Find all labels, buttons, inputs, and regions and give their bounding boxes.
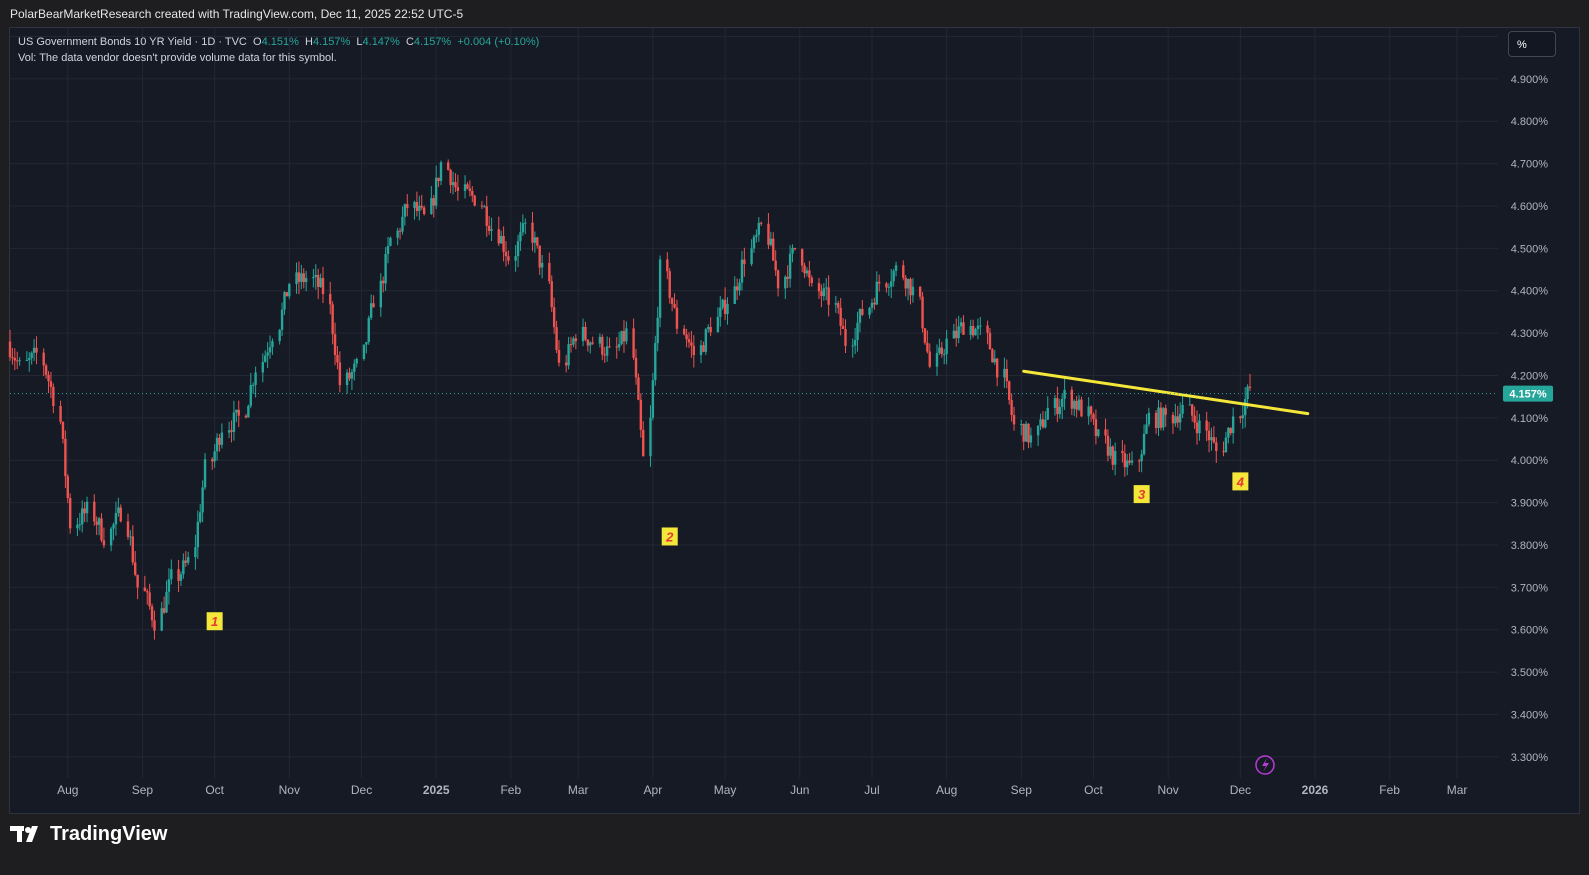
legend-close-label: C	[405, 36, 414, 48]
tradingview-footer[interactable]: TradingView	[10, 820, 167, 848]
legend-high-label: H	[305, 36, 313, 48]
legend-change: +0.004 (+0.10%)	[457, 36, 540, 48]
brand-name: TradingView	[50, 822, 168, 845]
legend-open-label: O	[253, 36, 262, 48]
legend-open-value: 4.151%	[261, 36, 299, 48]
attribution-bar: PolarBearMarketResearch created with Tra…	[0, 0, 1589, 28]
legend-low-value: 4.147%	[362, 36, 400, 48]
legend-symbol[interactable]: US Government Bonds 10 YR Yield · 1D · T…	[18, 36, 247, 48]
legend-ohlc-line: US Government Bonds 10 YR Yield · 1D · T…	[18, 34, 539, 50]
chart-legend: US Government Bonds 10 YR Yield · 1D · T…	[18, 34, 539, 66]
legend-low-label: L	[356, 36, 363, 48]
tradingview-logo-icon	[10, 826, 38, 842]
chart-panel[interactable]	[9, 27, 1580, 814]
legend-volume-note: Vol: The data vendor doesn't provide vol…	[18, 52, 337, 64]
legend-close-value: 4.157%	[413, 36, 452, 48]
percent-scale-button[interactable]: %	[1508, 31, 1556, 57]
legend-high-value: 4.157%	[312, 36, 351, 48]
attribution-text: PolarBearMarketResearch created with Tra…	[10, 7, 464, 21]
